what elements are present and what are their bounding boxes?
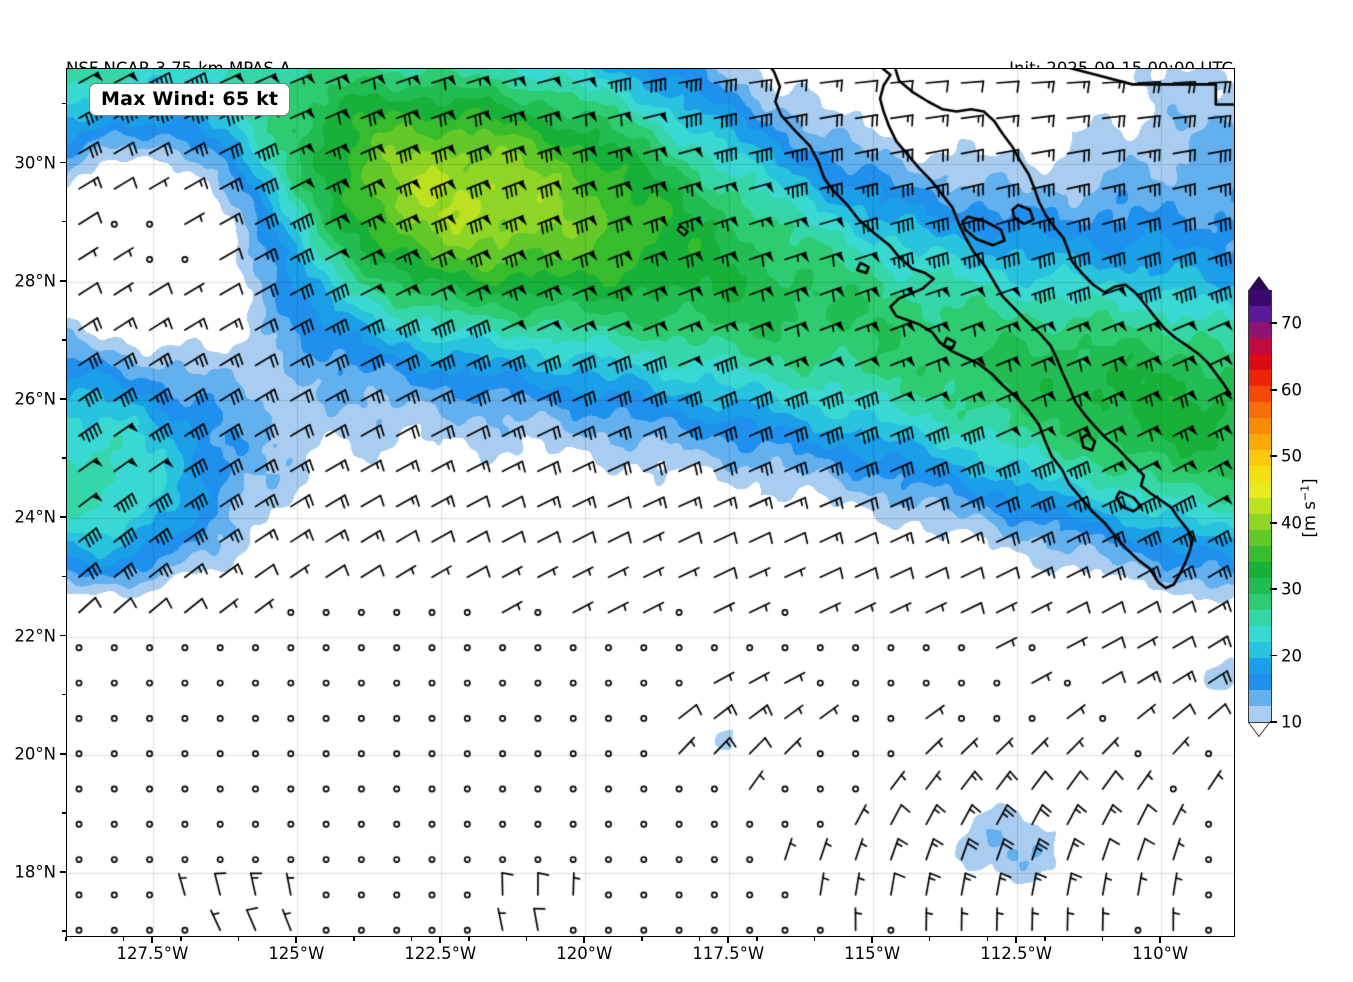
xtick-minor [1044,937,1046,941]
xtick-label-110W: 110°W [1132,944,1189,963]
ytick-minor [62,102,66,105]
xtick-label-1225W: 122.5°W [404,944,477,963]
xtick-minor [756,937,758,941]
xtick-label-115W: 115°W [844,944,901,963]
xtick-mark [583,937,586,943]
xtick-minor [641,937,643,941]
colorbar-tick-label-70: 70 [1281,313,1302,333]
xtick-minor [353,937,355,941]
ytick-label-22N: 22°N [14,626,56,645]
xtick-minor [238,937,240,941]
colorbar-over-arrow [1248,276,1270,291]
ytick-mark [60,161,66,164]
ytick-label-20N: 20°N [14,744,56,764]
xtick-label-1175W: 117.5°W [692,944,765,963]
ytick-label-28N: 28°N [14,271,56,291]
ytick-mark [60,516,66,519]
xtick-minor [65,937,67,941]
xtick-mark [295,937,298,943]
colorbar: 10 20 30 40 50 60 70 [1247,276,1302,738]
ytick-minor [62,812,66,814]
xtick-minor [468,937,470,941]
ytick-minor [62,930,66,932]
ytick-mark [60,871,66,873]
map-plot-area: Max Wind: 65 kt [66,68,1235,937]
xtick-label-1125W: 112.5°W [980,944,1053,963]
ytick-minor [62,221,66,223]
xtick-mark [1015,937,1018,943]
colorbar-tick [1270,521,1277,524]
ytick-minor [62,457,66,459]
ytick-minor [62,693,66,696]
xtick-minor [525,937,528,941]
colorbar-tick [1270,455,1277,458]
colorbar-tick [1270,721,1277,723]
xtick-minor [929,937,931,941]
ytick-label-30N: 30°N [14,153,56,173]
xtick-label-120W: 120°W [556,944,613,963]
xtick-mark [151,937,154,943]
xtick-minor [1101,937,1104,941]
colorbar-tick [1270,588,1277,590]
colorbar-tick-label-20: 20 [1281,646,1302,666]
xtick-minor [698,937,701,941]
colorbar-under-arrow-outline [1247,722,1271,738]
ytick-minor [62,575,66,578]
xtick-mark [1159,937,1162,943]
colorbar-tick [1270,388,1277,391]
colorbar-tick [1270,654,1277,657]
xtick-mark [871,937,874,943]
colorbar-tick-label-60: 60 [1281,380,1302,400]
colorbar-tick [1270,322,1277,325]
ytick-mark [60,398,66,400]
ytick-mark [60,279,66,282]
ytick-label-18N: 18°N [14,862,56,882]
colorbar-gradient [1248,290,1272,722]
ytick-mark [60,752,66,755]
xtick-minor [813,937,816,941]
xtick-minor [410,937,413,941]
xtick-mark [727,937,730,943]
xtick-label-1275W: 127.5°W [116,944,189,963]
ytick-mark [60,634,66,637]
max-wind-annotation: Max Wind: 65 kt [89,83,291,116]
colorbar-tick-label-40: 40 [1281,513,1302,533]
colorbar-tick-label-50: 50 [1281,446,1302,466]
colorbar-tick-label-30: 30 [1281,579,1302,599]
xtick-minor [986,937,989,941]
ytick-label-24N: 24°N [14,507,56,527]
xtick-minor [180,937,182,941]
ytick-minor [62,339,66,341]
colorbar-title: [m s−1] [1298,478,1320,538]
colorbar-tick-label-10: 10 [1281,712,1302,732]
wind-barb-layer [67,69,1234,936]
xtick-mark [439,937,442,943]
xtick-minor [122,937,125,941]
xtick-label-125W: 125°W [268,944,325,963]
ytick-label-26N: 26°N [14,389,56,409]
